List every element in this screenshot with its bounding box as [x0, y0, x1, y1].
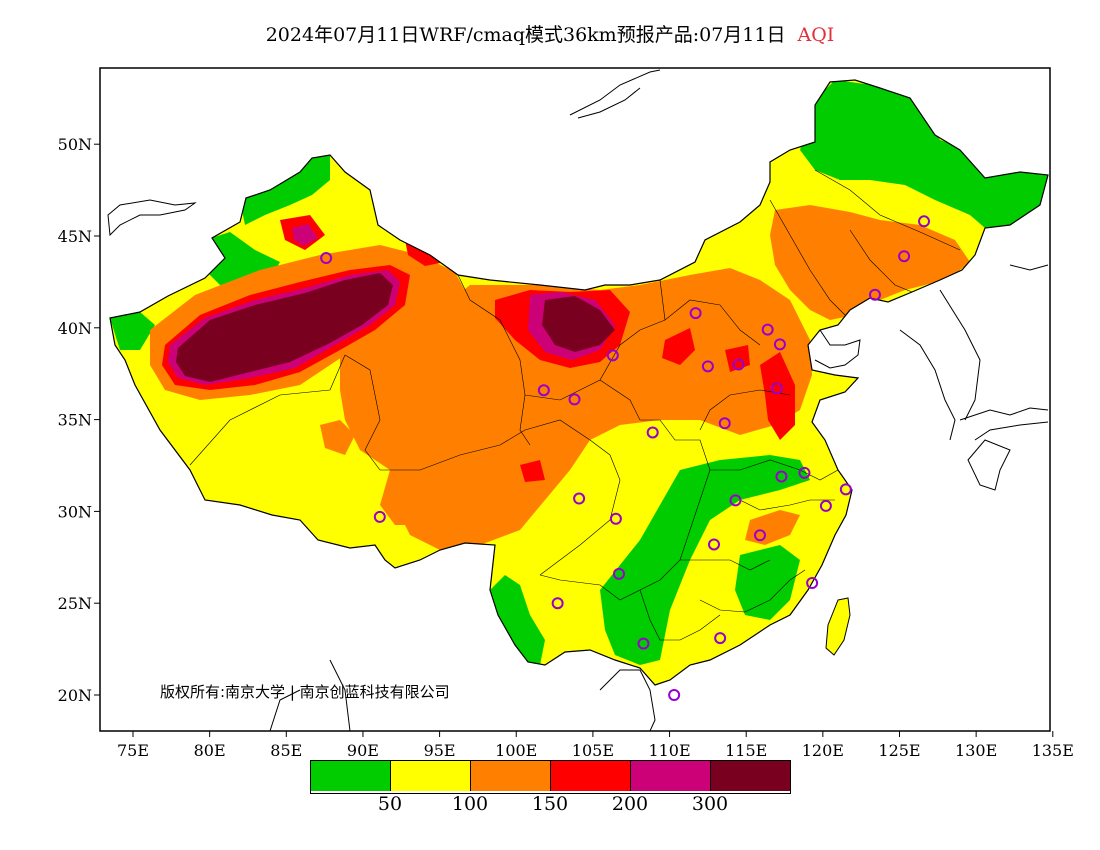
map-title: 2024年07月11日WRF/cmaq模式36km预报产品:07月11日 AQI — [0, 20, 1100, 47]
station-marker — [612, 567, 625, 580]
station-marker — [668, 689, 681, 701]
lon-label: 90E — [347, 741, 379, 760]
legend-swatch — [311, 761, 391, 791]
station-marker — [537, 384, 550, 397]
lat-label: 30N — [58, 502, 92, 521]
lat-label: 50N — [58, 135, 92, 154]
zone-unhealthy-sichuan — [520, 460, 545, 482]
legend-swatch — [711, 761, 790, 791]
aqi-legend — [310, 760, 791, 794]
lon-label: 115E — [725, 741, 767, 760]
province-boundaries — [189, 169, 961, 641]
station-marker — [568, 393, 581, 406]
station-marker — [898, 250, 911, 263]
station-marker — [573, 492, 586, 505]
legend-threshold-label: 150 — [531, 793, 569, 815]
coastlines — [107, 69, 1049, 731]
lon-label: 130E — [955, 741, 997, 760]
station-marker — [753, 529, 766, 542]
zone-hazardous-alxa — [542, 296, 615, 352]
station-marker — [373, 510, 386, 523]
copyright-text: 版权所有:南京大学 | 南京创蓝科技有限公司 — [160, 683, 450, 701]
station-marker — [839, 483, 852, 496]
legend-threshold-label: 100 — [451, 793, 489, 815]
legend-threshold-label: 300 — [691, 793, 729, 815]
legend-swatch — [471, 761, 551, 791]
station-marker — [770, 382, 783, 395]
lon-label: 120E — [802, 741, 844, 760]
lat-label: 20N — [58, 686, 92, 705]
station-marker — [868, 288, 881, 301]
station-marker — [773, 338, 786, 351]
station-marker — [551, 597, 564, 610]
legend-swatch — [551, 761, 631, 791]
lon-label: 135E — [1032, 741, 1074, 760]
legend-threshold-label: 50 — [377, 793, 403, 815]
lon-axis-labels: 75E 80E 85E 90E 95E 100E 105E 110E 115E 120E 125E 1… — [117, 741, 1074, 760]
lon-label: 105E — [572, 741, 614, 760]
station-marker — [714, 632, 727, 645]
legend-threshold-label: 200 — [611, 793, 649, 815]
station-marker — [320, 252, 333, 265]
lat-label: 45N — [58, 227, 92, 246]
zone-hazardous-tarim — [176, 273, 393, 382]
lon-label: 80E — [194, 741, 226, 760]
lat-axis-labels: 20N 25N 30N 35N 40N 45N 50N — [58, 135, 92, 705]
station-marker — [732, 358, 745, 371]
lon-label: 75E — [117, 741, 149, 760]
zone-good-south-2 — [600, 455, 810, 665]
axis-ticks — [94, 143, 1054, 737]
map-frame — [99, 67, 1051, 732]
zone-good-xinjiang-north — [240, 155, 330, 225]
station-marker — [701, 360, 714, 373]
lat-label: 25N — [58, 594, 92, 613]
lon-label: 85E — [270, 741, 302, 760]
zone-good-pamir — [110, 312, 155, 350]
zone-unhealthy-shanxi — [662, 328, 695, 365]
zone-usg-central — [340, 268, 812, 550]
station-marker — [775, 470, 788, 483]
station-marker — [606, 349, 619, 362]
zone-usg-northeast — [770, 205, 970, 320]
zone-unhealthy-hebei — [760, 352, 795, 440]
zone-usg-tibet-south — [380, 470, 440, 525]
legend-swatch — [391, 761, 471, 791]
station-marker — [637, 637, 650, 650]
station-marker — [718, 417, 731, 430]
lon-label: 125E — [878, 741, 920, 760]
station-marker — [609, 512, 622, 525]
zone-good-south-1 — [490, 575, 545, 665]
lon-label: 100E — [495, 741, 537, 760]
station-marker — [918, 215, 931, 228]
title-main: 2024年07月11日WRF/cmaq模式36km预报产品:07月11日 — [265, 24, 786, 46]
title-variable: AQI — [797, 24, 835, 46]
station-markers — [320, 215, 931, 701]
station-marker — [806, 577, 819, 590]
zone-good-south-3 — [735, 545, 800, 620]
lat-label: 40N — [58, 319, 92, 338]
zone-usg-yangtze — [745, 510, 800, 545]
zone-very-unhealthy-junggar — [292, 224, 318, 246]
station-marker — [819, 499, 832, 512]
zone-good-northeast — [800, 80, 1048, 228]
station-marker — [761, 323, 774, 336]
lat-label: 35N — [58, 411, 92, 430]
legend-swatch — [631, 761, 711, 791]
station-marker — [646, 426, 659, 439]
lon-label: 95E — [424, 741, 456, 760]
lon-label: 110E — [648, 741, 690, 760]
station-marker — [798, 466, 811, 479]
taiwan — [825, 597, 851, 656]
station-marker — [689, 307, 702, 320]
station-marker — [708, 538, 721, 551]
zone-usg-west-tibet — [320, 420, 355, 455]
station-marker — [729, 494, 742, 507]
